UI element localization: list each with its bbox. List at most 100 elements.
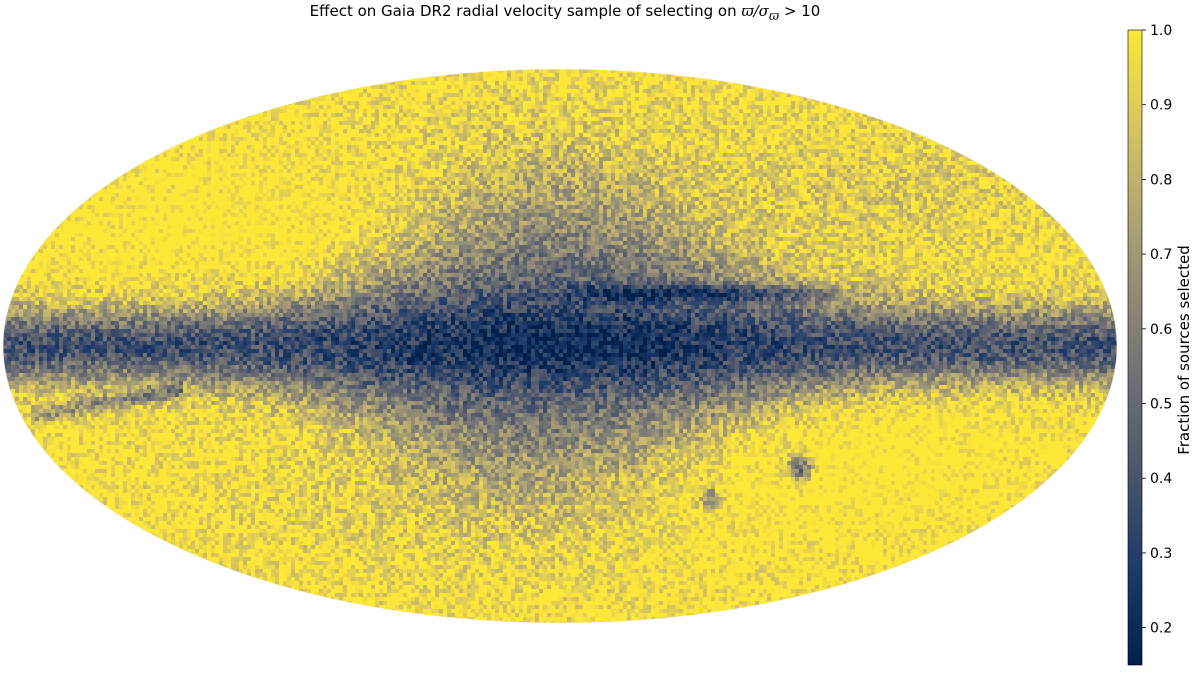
heatmap-cell	[387, 157, 391, 161]
heatmap-cell	[595, 141, 599, 145]
heatmap-cell	[467, 157, 471, 161]
heatmap-cell	[543, 125, 547, 129]
heatmap-cell	[475, 77, 479, 81]
heatmap-cell	[623, 105, 627, 109]
heatmap-cell	[727, 137, 731, 141]
heatmap-cell	[523, 97, 527, 101]
heatmap-cell	[323, 113, 327, 117]
heatmap-cell	[315, 169, 319, 173]
heatmap-cell	[607, 105, 611, 109]
heatmap-cell	[655, 157, 659, 161]
heatmap-cell	[163, 169, 167, 173]
heatmap-cell	[287, 109, 291, 113]
heatmap-cell	[567, 105, 571, 109]
heatmap-cell	[235, 181, 239, 185]
heatmap-cell	[475, 105, 479, 109]
heatmap-cell	[819, 177, 823, 181]
heatmap-cell	[919, 145, 923, 149]
heatmap-cell	[727, 157, 731, 161]
heatmap-cell	[167, 153, 171, 157]
heatmap-cell	[607, 97, 611, 101]
heatmap-cell	[727, 113, 731, 117]
heatmap-cell	[367, 149, 371, 153]
heatmap-cell	[467, 105, 471, 109]
heatmap-cell	[459, 141, 463, 145]
heatmap-cell	[719, 97, 723, 101]
heatmap-cell	[527, 109, 531, 113]
heatmap-cell	[943, 141, 947, 145]
heatmap-cell	[755, 177, 759, 181]
heatmap-cell	[639, 145, 643, 149]
heatmap-cell	[851, 141, 855, 145]
heatmap-cell	[515, 133, 519, 137]
heatmap-cell	[503, 121, 507, 125]
heatmap-cell	[587, 125, 591, 129]
heatmap-cell	[775, 117, 779, 121]
heatmap-cell	[659, 101, 663, 105]
heatmap-cell	[779, 165, 783, 169]
heatmap-cell	[267, 133, 271, 137]
heatmap-cell	[195, 173, 199, 177]
heatmap-cell	[335, 185, 339, 189]
heatmap-cell	[611, 69, 615, 73]
heatmap-cell	[915, 181, 919, 185]
heatmap-cell	[763, 101, 767, 105]
heatmap-cell	[883, 145, 887, 149]
heatmap-cell	[371, 169, 375, 173]
heatmap-cell	[795, 141, 799, 145]
heatmap-cell	[319, 125, 323, 129]
heatmap-cell	[815, 113, 819, 117]
heatmap-cell	[519, 169, 523, 173]
heatmap-cell	[659, 97, 663, 101]
heatmap-cell	[543, 173, 547, 177]
heatmap-cell	[511, 133, 515, 137]
heatmap-cell	[419, 121, 423, 125]
heatmap-cell	[879, 181, 883, 185]
heatmap-cell	[483, 141, 487, 145]
heatmap-cell	[611, 141, 615, 145]
heatmap-cell	[383, 181, 387, 185]
heatmap-cell	[151, 185, 155, 189]
heatmap-cell	[323, 157, 327, 161]
heatmap-cell	[547, 125, 551, 129]
heatmap-cell	[819, 121, 823, 125]
heatmap-cell	[427, 117, 431, 121]
heatmap-cell	[347, 121, 351, 125]
heatmap-cell	[319, 113, 323, 117]
heatmap-cell	[515, 97, 519, 101]
heatmap-cell	[451, 153, 455, 157]
heatmap-cell	[331, 145, 335, 149]
heatmap-cell	[447, 77, 451, 81]
heatmap-cell	[195, 145, 199, 149]
heatmap-cell	[695, 181, 699, 185]
heatmap-cell	[859, 133, 863, 137]
heatmap-cell	[803, 161, 807, 165]
heatmap-cell	[215, 149, 219, 153]
heatmap-cell	[519, 81, 523, 85]
heatmap-cell	[203, 141, 207, 145]
heatmap-cell	[431, 133, 435, 137]
heatmap-cell	[651, 121, 655, 125]
heatmap-cell	[387, 177, 391, 181]
heatmap-cell	[935, 173, 939, 177]
heatmap-cell	[479, 173, 483, 177]
heatmap-cell	[571, 93, 575, 97]
heatmap-cell	[699, 181, 703, 185]
heatmap-cell	[403, 169, 407, 173]
heatmap-cell	[379, 153, 383, 157]
heatmap-cell	[447, 89, 451, 93]
heatmap-cell	[695, 93, 699, 97]
heatmap-cell	[787, 129, 791, 133]
heatmap-cell	[343, 185, 347, 189]
heatmap-cell	[763, 117, 767, 121]
heatmap-cell	[903, 129, 907, 133]
heatmap-cell	[303, 133, 307, 137]
heatmap-cell	[659, 153, 663, 157]
heatmap-cell	[455, 109, 459, 113]
heatmap-cell	[463, 141, 467, 145]
heatmap-cell	[655, 149, 659, 153]
heatmap-cell	[503, 161, 507, 165]
heatmap-cell	[707, 173, 711, 177]
heatmap-cell	[331, 185, 335, 189]
heatmap-cell	[299, 173, 303, 177]
